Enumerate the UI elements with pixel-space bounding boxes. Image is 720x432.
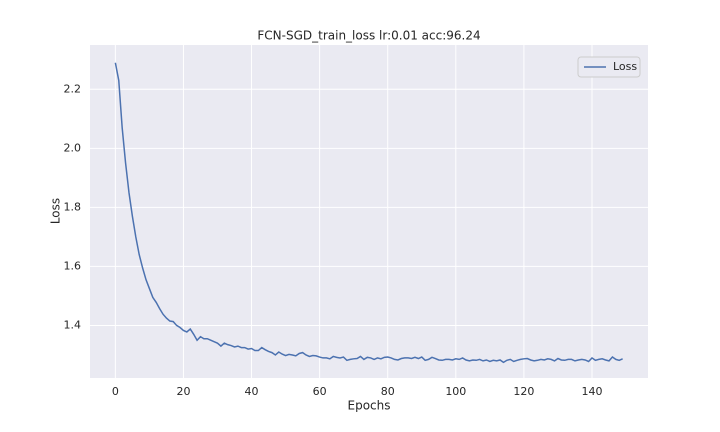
legend-box [577, 56, 641, 78]
x-tick-label: 140 [581, 385, 602, 398]
y-axis-label: Loss [49, 198, 63, 224]
y-tick-label: 2.2 [64, 82, 82, 95]
x-tick-label: 40 [245, 385, 259, 398]
y-tick-label: 1.4 [64, 318, 82, 331]
x-tick-label: 60 [313, 385, 327, 398]
y-tick-label: 1.8 [64, 200, 82, 213]
chart-title: FCN-SGD_train_loss lr:0.01 acc:96.24 [257, 29, 480, 43]
x-tick-label: 120 [513, 385, 534, 398]
legend-label: Loss [613, 60, 637, 73]
plot-area [90, 45, 648, 378]
line [114, 62, 623, 364]
x-tick-label: 80 [381, 385, 395, 398]
y-tick-label: 2.0 [64, 141, 82, 154]
x-tick-label: 0 [112, 385, 119, 398]
x-tick-label: 20 [176, 385, 190, 398]
y-tick-label: 1.6 [64, 259, 82, 272]
x-axis-label: Epochs [348, 399, 391, 413]
x-tick-label: 100 [445, 385, 466, 398]
